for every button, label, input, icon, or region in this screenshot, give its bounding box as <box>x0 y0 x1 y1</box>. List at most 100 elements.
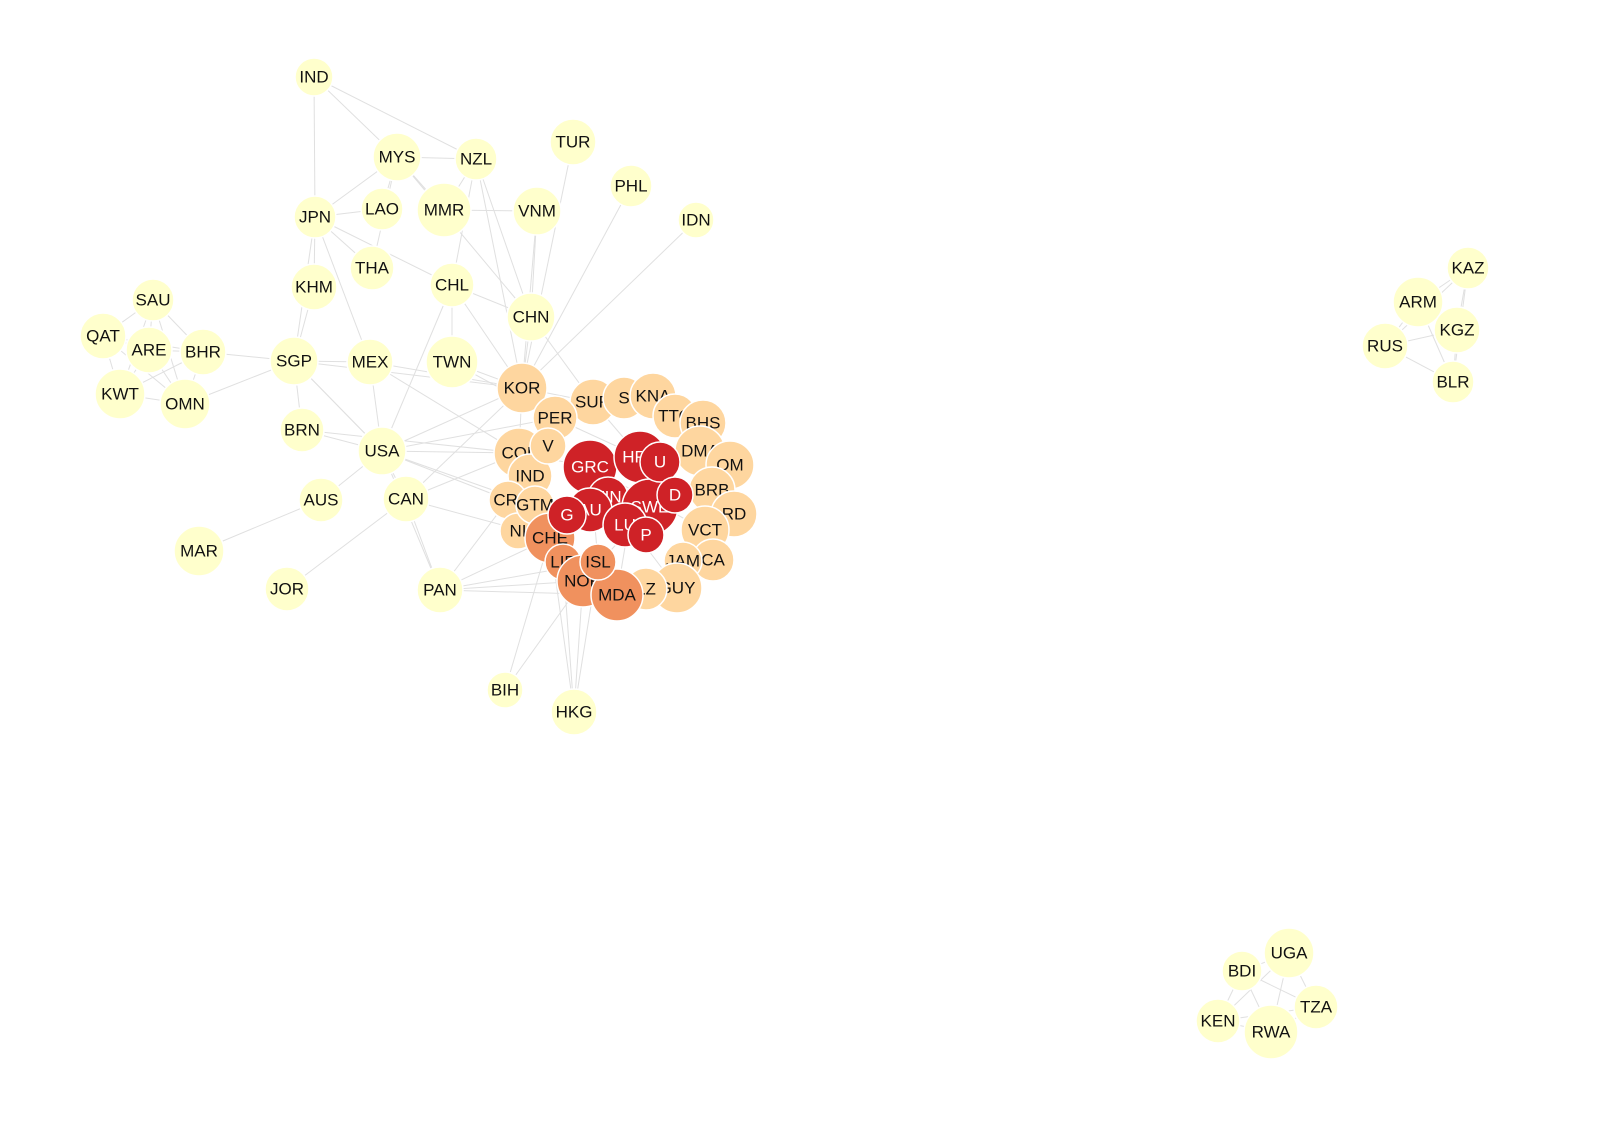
node-circle <box>627 516 665 554</box>
node-bdi[interactable]: BDI <box>1221 950 1263 992</box>
node-chn[interactable]: CHN <box>506 292 556 342</box>
node-lao[interactable]: LAO <box>360 187 404 231</box>
node-d[interactable]: D <box>656 476 694 514</box>
node-circle <box>269 336 319 386</box>
node-circle <box>677 201 715 239</box>
node-twn[interactable]: TWN <box>425 335 479 389</box>
node-pan[interactable]: PAN <box>416 566 464 614</box>
node-circle <box>425 335 479 389</box>
node-circle <box>1392 276 1444 328</box>
node-circle <box>349 245 395 291</box>
node-circle <box>579 543 617 581</box>
node-mmr[interactable]: MMR <box>416 182 472 238</box>
edge-jpn-mex <box>314 216 371 363</box>
node-jor[interactable]: JOR <box>264 566 310 612</box>
node-circle <box>1433 306 1481 354</box>
node-circle <box>529 427 567 465</box>
node-tur[interactable]: TUR <box>549 118 597 166</box>
node-blr[interactable]: BLR <box>1431 360 1475 404</box>
edge-idn-kor <box>521 219 697 389</box>
node-circle <box>1195 998 1241 1044</box>
node-usa[interactable]: USA <box>357 426 407 476</box>
edge-sgp-kor <box>293 360 523 389</box>
node-kaz[interactable]: KAZ <box>1446 246 1490 290</box>
node-circle <box>1431 360 1475 404</box>
edge-phl-kor <box>521 185 632 389</box>
edge-mys-chn <box>396 156 532 318</box>
edge-can-kor <box>405 387 523 500</box>
edge-chl-usa <box>381 284 453 452</box>
node-circle <box>294 57 334 97</box>
node-arm[interactable]: ARM <box>1392 276 1444 328</box>
node-circle <box>550 688 598 736</box>
node-circle <box>609 164 653 208</box>
node-bih[interactable]: BIH <box>486 671 524 709</box>
node-mar[interactable]: MAR <box>173 525 225 577</box>
node-circle <box>512 186 562 236</box>
node-omn[interactable]: OMN <box>159 378 211 430</box>
edge-tur-kor <box>521 141 574 389</box>
node-circle <box>1361 322 1409 370</box>
node-vnm[interactable]: VNM <box>512 186 562 236</box>
node-circle <box>125 326 173 374</box>
node-ken[interactable]: KEN <box>1195 998 1241 1044</box>
node-jpn[interactable]: JPN <box>293 195 337 239</box>
node-rus[interactable]: RUS <box>1361 322 1409 370</box>
edge-can-jor <box>286 498 407 590</box>
node-circle <box>496 362 548 414</box>
node-qat[interactable]: QAT <box>79 312 127 360</box>
node-circle <box>549 118 597 166</box>
node-circle <box>346 338 394 386</box>
node-mys[interactable]: MYS <box>372 132 422 182</box>
node-circle <box>1446 246 1490 290</box>
node-sau[interactable]: SAU <box>131 278 175 322</box>
edge-nzl-kor <box>475 158 523 389</box>
node-sgp[interactable]: SGP <box>269 336 319 386</box>
node-kwt[interactable]: KWT <box>94 368 146 420</box>
node-idn[interactable]: IDN <box>677 201 715 239</box>
node-circle <box>1243 1004 1299 1060</box>
node-circle <box>429 262 475 308</box>
node-circle <box>547 495 587 535</box>
node-circle <box>1293 984 1339 1030</box>
node-uga[interactable]: UGA <box>1263 927 1315 979</box>
node-circle <box>506 292 556 342</box>
node-circle <box>293 195 337 239</box>
node-tha[interactable]: THA <box>349 245 395 291</box>
node-mex[interactable]: MEX <box>346 338 394 386</box>
node-phl[interactable]: PHL <box>609 164 653 208</box>
node-circle <box>416 182 472 238</box>
node-chl[interactable]: CHL <box>429 262 475 308</box>
node-circle <box>79 312 127 360</box>
node-p[interactable]: P <box>627 516 665 554</box>
node-circle <box>639 441 681 483</box>
node-circle <box>382 475 430 523</box>
node-are[interactable]: ARE <box>125 326 173 374</box>
node-rwa[interactable]: RWA <box>1243 1004 1299 1060</box>
edge-usa-per <box>381 417 556 452</box>
node-ind[interactable]: IND <box>294 57 334 97</box>
node-circle <box>357 426 407 476</box>
edge-ind-nzl <box>313 76 477 160</box>
node-u[interactable]: U <box>639 441 681 483</box>
node-circle <box>590 568 644 622</box>
node-circle <box>656 476 694 514</box>
node-circle <box>486 671 524 709</box>
node-nzl[interactable]: NZL <box>454 137 498 181</box>
node-can[interactable]: CAN <box>382 475 430 523</box>
node-khm[interactable]: KHM <box>290 263 338 311</box>
node-v[interactable]: V <box>529 427 567 465</box>
node-isl[interactable]: ISL <box>579 543 617 581</box>
node-brn[interactable]: BRN <box>279 407 325 453</box>
node-g[interactable]: G <box>547 495 587 535</box>
node-circle <box>173 525 225 577</box>
node-aus[interactable]: AUS <box>298 477 344 523</box>
node-hkg[interactable]: HKG <box>550 688 598 736</box>
node-circle <box>290 263 338 311</box>
node-circle <box>94 368 146 420</box>
node-kgz[interactable]: KGZ <box>1433 306 1481 354</box>
node-tza[interactable]: TZA <box>1293 984 1339 1030</box>
node-circle <box>372 132 422 182</box>
node-bhr[interactable]: BHR <box>179 328 227 376</box>
